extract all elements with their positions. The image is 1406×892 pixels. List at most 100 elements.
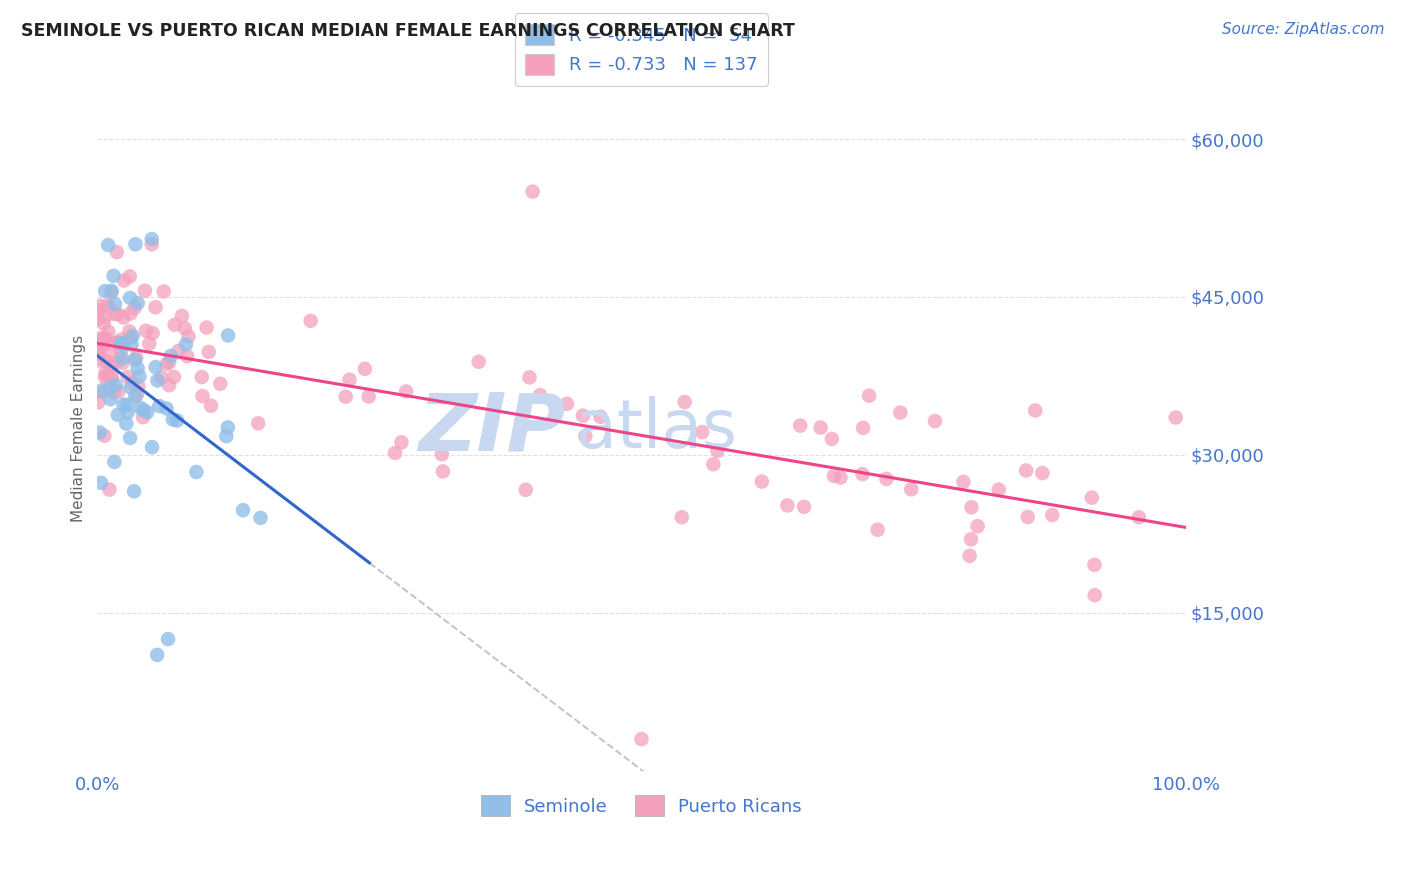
Point [97,300,120,314]
Point [121,329,143,343]
Point [141,232,163,246]
Point [174,321,197,335]
Point [94,310,117,324]
Point [156,357,179,371]
Point [191,389,214,403]
Point [209,376,232,391]
Point [124,352,146,367]
Point [141,440,163,454]
Point [120,307,142,321]
Point [1040,508,1063,522]
Point [98,483,121,497]
Point [120,291,142,305]
Point [395,384,418,399]
Point [94,366,117,380]
Point [1081,491,1104,505]
Point [87,303,110,318]
Point [94,370,117,384]
Point [105,335,128,350]
Point [103,455,125,469]
Point [215,429,238,443]
Point [163,369,186,384]
Point [104,297,127,311]
Point [217,328,239,343]
Point [467,355,489,369]
Point [176,349,198,363]
Point [135,324,157,338]
Point [673,395,696,409]
Point [166,413,188,427]
Point [87,311,110,326]
Point [810,420,832,434]
Point [100,348,122,362]
Point [384,446,406,460]
Point [141,237,163,252]
Point [146,374,169,388]
Point [94,337,117,351]
Point [107,307,129,321]
Point [136,405,159,419]
Y-axis label: Median Female Earnings: Median Female Earnings [72,335,86,522]
Point [91,332,114,346]
Point [105,245,128,260]
Point [432,464,454,478]
Point [177,329,200,343]
Point [1024,403,1046,417]
Point [100,372,122,386]
Point [110,336,132,351]
Point [117,406,139,420]
Point [889,406,911,420]
Point [357,390,380,404]
Point [706,443,728,458]
Point [121,337,143,351]
Point [87,346,110,360]
Point [94,284,117,298]
Point [127,296,149,310]
Point [823,469,845,483]
Point [105,355,128,369]
Point [145,359,167,374]
Point [129,401,152,415]
Point [574,429,596,443]
Point [987,483,1010,497]
Point [111,356,134,370]
Point [97,238,120,252]
Point [104,307,127,321]
Point [111,351,134,366]
Point [830,470,852,484]
Point [1015,463,1038,477]
Point [1084,588,1107,602]
Point [776,499,799,513]
Point [91,385,114,400]
Point [89,425,111,440]
Point [157,355,180,369]
Point [160,349,183,363]
Point [100,358,122,372]
Point [115,398,138,412]
Point [111,336,134,351]
Point [690,425,713,439]
Point [249,511,271,525]
Point [339,373,361,387]
Point [117,369,139,384]
Point [866,523,889,537]
Point [97,325,120,339]
Point [150,370,173,384]
Point [115,417,138,431]
Point [430,447,453,461]
Point [217,420,239,434]
Point [127,379,149,393]
Point [852,421,875,435]
Point [98,381,121,395]
Point [107,408,129,422]
Legend: Seminole, Puerto Ricans: Seminole, Puerto Ricans [474,788,810,823]
Point [966,519,988,533]
Point [952,475,974,489]
Point [391,435,413,450]
Point [1017,510,1039,524]
Point [589,409,612,424]
Point [157,632,180,646]
Point [200,399,222,413]
Point [125,351,148,365]
Point [104,378,127,392]
